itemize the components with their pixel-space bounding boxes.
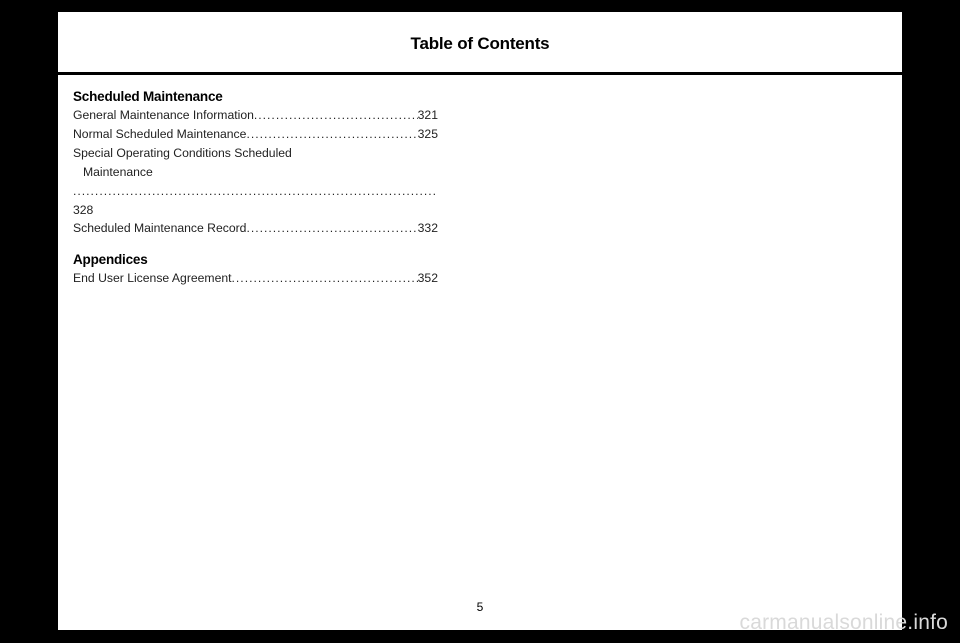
toc-page-number: 325	[418, 125, 438, 144]
toc-page-number: 332	[418, 219, 438, 238]
toc-label: Normal Scheduled Maintenance	[73, 125, 246, 144]
toc-label: General Maintenance Information	[73, 106, 254, 125]
toc-label: Scheduled Maintenance Record	[73, 219, 246, 238]
toc-page-number: 321	[418, 106, 438, 125]
manual-page: Table of Contents Scheduled Maintenance …	[58, 12, 902, 630]
toc-entry: Normal Scheduled Maintenance 325	[73, 125, 438, 144]
toc-leader-dots	[246, 125, 417, 144]
toc-leader-dots	[73, 182, 438, 201]
watermark: carmanualsonline.info	[740, 611, 949, 635]
toc-entry: End User License Agreement 352	[73, 269, 438, 288]
toc-label: Special Operating Conditions Scheduled	[73, 144, 438, 163]
toc-leader-dots	[232, 269, 418, 288]
page-title: Table of Contents	[58, 12, 902, 54]
toc-leader-dots	[246, 219, 417, 238]
section-heading: Appendices	[73, 252, 438, 267]
section-heading: Scheduled Maintenance	[73, 89, 438, 104]
toc-label: End User License Agreement	[73, 269, 232, 288]
toc-label-continuation: Maintenance	[73, 163, 153, 182]
toc-entry: Special Operating Conditions Scheduled M…	[73, 144, 438, 220]
toc-leader-dots	[254, 106, 418, 125]
toc-page-number: 352	[418, 269, 438, 288]
toc-page-number: 328	[73, 201, 93, 220]
toc-entry: Scheduled Maintenance Record 332	[73, 219, 438, 238]
toc-column: Scheduled Maintenance General Maintenanc…	[58, 75, 438, 288]
section-gap	[73, 238, 438, 252]
toc-entry: General Maintenance Information 321	[73, 106, 438, 125]
